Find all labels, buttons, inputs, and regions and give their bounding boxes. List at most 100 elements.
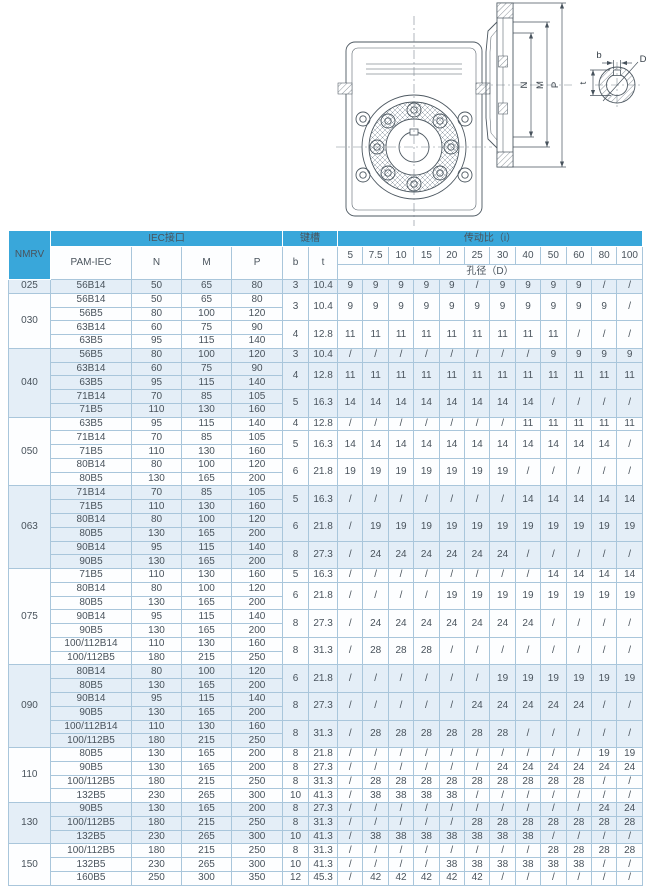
d-cell: 9: [438, 292, 466, 322]
p-cell: 80: [230, 279, 284, 294]
d-cell: /: [540, 870, 567, 887]
d-cell: 24: [463, 691, 491, 721]
pam-cell: 71B14: [50, 430, 132, 446]
d-cell: 24: [590, 760, 618, 776]
nmrv-cell: 075: [8, 568, 51, 666]
d-cell: 19: [514, 664, 542, 693]
d-cell: 28: [489, 774, 516, 790]
t-cell: 27.3: [308, 760, 339, 776]
d-cell: 11: [387, 361, 415, 391]
n-cell: 70: [131, 485, 182, 501]
d-cell: 14: [590, 430, 618, 459]
n-cell: 95: [131, 540, 182, 556]
d-cell: /: [337, 870, 364, 887]
m-cell: 115: [181, 416, 232, 432]
d-cell: /: [489, 788, 516, 804]
nmrv-cell: 025: [8, 279, 51, 294]
d-cell: 14: [565, 485, 592, 515]
d-cell: 28: [463, 774, 491, 790]
col-header-t: t: [308, 246, 339, 280]
d-cell: 11: [616, 416, 643, 432]
d-cell: 19: [463, 513, 491, 542]
d-cell: /: [438, 691, 466, 721]
t-cell: 16.3: [308, 485, 339, 515]
pam-cell: 100/112B5: [50, 815, 132, 831]
n-cell: 230: [131, 829, 182, 845]
p-cell: 200: [230, 526, 284, 542]
t-cell: 27.3: [308, 691, 339, 721]
pam-cell: 100/112B5: [50, 843, 132, 859]
col-header-bore: 孔径（D）: [337, 264, 643, 280]
b-cell: 8: [282, 815, 310, 831]
m-cell: 215: [181, 774, 232, 790]
d-cell: 9: [413, 279, 440, 294]
pam-cell: 71B14: [50, 389, 132, 404]
d-cell: 28: [362, 774, 389, 790]
m-cell: 75: [181, 361, 232, 377]
m-cell: 115: [181, 375, 232, 391]
d-cell: 14: [362, 430, 389, 459]
b-cell: 5: [282, 430, 310, 459]
d-cell: /: [489, 485, 516, 515]
t-cell: 12.8: [308, 361, 339, 391]
b-cell: 6: [282, 513, 310, 542]
pam-cell: 132B5: [50, 788, 132, 804]
d-cell: /: [616, 691, 643, 721]
table-row: 90B14 95 115 140 8 27.3// / //24 24 24 24 24//: [9, 691, 643, 721]
d-cell: /: [337, 568, 364, 583]
col-header-ratio-40: 40: [514, 246, 542, 265]
b-cell: 3: [282, 347, 310, 363]
col-header-pam: PAM-IEC: [50, 246, 132, 280]
d-cell: 24: [438, 540, 466, 570]
d-cell: /: [337, 829, 364, 845]
b-cell: 4: [282, 416, 310, 432]
table-row: 80B5 130 165 200: [9, 595, 643, 611]
col-header-ratio-25: 25: [463, 246, 491, 265]
d-cell: /: [337, 843, 364, 859]
d-cell: 9: [540, 279, 567, 294]
d-cell: /: [590, 320, 618, 349]
d-cell: 28: [438, 719, 466, 749]
p-cell: 250: [230, 733, 284, 749]
d-cell: /: [362, 485, 389, 515]
d-cell: /: [489, 416, 516, 432]
d-cell: 19: [387, 457, 415, 487]
d-cell: /: [413, 760, 440, 776]
pam-cell: 80B14: [50, 581, 132, 597]
d-cell: /: [362, 691, 389, 721]
n-cell: 70: [131, 430, 182, 446]
d-cell: /: [565, 389, 592, 418]
table-row: 075 71B5 110 130 160 5 16.3// / / / / //14 14 14 14: [8, 568, 643, 666]
d-cell: 28: [362, 719, 389, 749]
n-cell: 180: [131, 843, 182, 859]
d-cell: 28: [540, 843, 567, 859]
d-cell: 14: [387, 430, 415, 459]
p-cell: 200: [230, 802, 284, 817]
d-cell: /: [565, 719, 592, 749]
d-cell: /: [362, 347, 389, 363]
d-cell: 11: [514, 361, 542, 391]
d-cell: 11: [514, 320, 542, 349]
m-cell: 85: [181, 485, 232, 501]
m-cell: 130: [181, 719, 232, 735]
d-cell: 11: [489, 320, 516, 349]
d-cell: /: [514, 568, 542, 583]
d-cell: 38: [489, 857, 516, 872]
d-cell: /: [337, 747, 364, 762]
table-row: 63B14 60 75 90 4 12.8 11 11 11 11 11 11 11 11 11// /: [9, 320, 643, 349]
b-cell: 6: [282, 664, 310, 693]
n-cell: 95: [131, 375, 182, 391]
d-cell: 42: [362, 870, 389, 887]
d-cell: 38: [438, 829, 466, 845]
d-cell: 19: [362, 457, 389, 487]
d-cell: 38: [362, 788, 389, 804]
d-cell: 28: [438, 774, 466, 790]
n-cell: 250: [131, 870, 182, 887]
d-cell: 24: [489, 609, 516, 638]
n-cell: 80: [131, 306, 182, 322]
table-row: 80B14 80 100 120 6 21.8 19 19 19 19 19 19 19// / / /: [9, 457, 643, 487]
m-cell: 130: [181, 499, 232, 515]
d-cell: 24: [362, 609, 389, 638]
d-cell: /: [387, 760, 415, 776]
